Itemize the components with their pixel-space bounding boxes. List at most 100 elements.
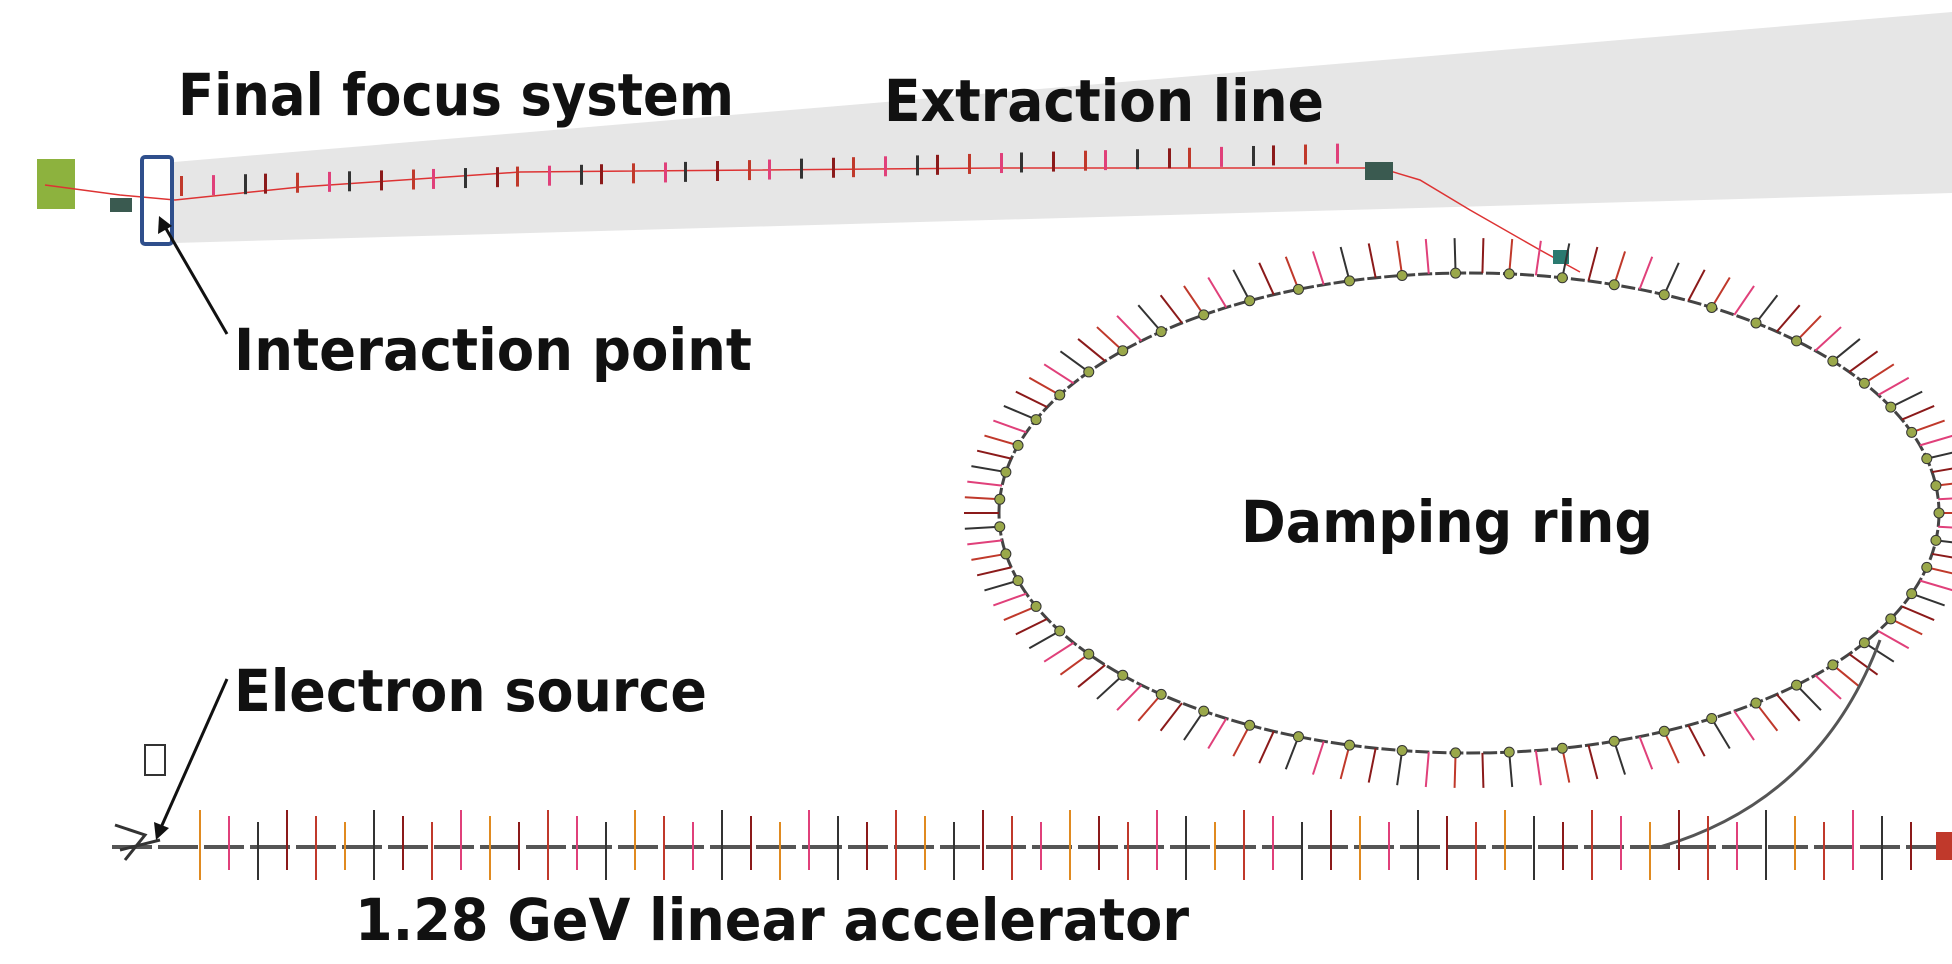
magnet-label <box>1003 405 1037 421</box>
beamline-magnets <box>180 143 1339 196</box>
arrow <box>159 219 229 335</box>
magnet <box>1858 637 1870 649</box>
magnet-label <box>1733 285 1755 316</box>
magnet-label <box>964 496 1000 501</box>
magnet-label <box>993 592 1027 607</box>
magnet <box>1020 152 1023 173</box>
magnet-label <box>1396 750 1404 786</box>
magnet-label <box>1059 653 1090 676</box>
magnet <box>1396 745 1408 757</box>
magnet-label <box>1508 752 1514 788</box>
magnet-label <box>1890 617 1923 636</box>
label: 1.28 GeV linear accelerator <box>355 886 1189 954</box>
magnet-label <box>1367 243 1377 278</box>
magnet <box>632 163 635 184</box>
magnet-label <box>1710 276 1731 308</box>
magnet-label <box>1832 664 1861 688</box>
magnet-label <box>1367 748 1377 783</box>
magnet-label <box>1733 710 1755 741</box>
magnet <box>1000 466 1012 478</box>
label: Electron source <box>234 657 707 725</box>
magnet <box>1503 746 1515 758</box>
magnet <box>412 169 415 190</box>
magnet <box>1220 146 1223 167</box>
arrow <box>157 678 229 833</box>
magnet <box>1244 719 1256 731</box>
magnet-label <box>1938 497 1952 501</box>
magnet-label <box>984 434 1019 447</box>
magnet-label <box>1848 350 1879 373</box>
magnet-label <box>1116 315 1143 342</box>
magnet <box>1304 144 1307 165</box>
linac-end <box>1936 832 1952 860</box>
magnet-label <box>1795 315 1822 342</box>
magnet <box>1030 600 1042 612</box>
magnet-label <box>1710 718 1731 750</box>
magnet <box>1054 389 1066 401</box>
magnet <box>1000 548 1012 560</box>
label: Extraction line <box>884 67 1324 135</box>
magnet-label <box>964 525 1000 530</box>
magnet-label <box>1508 238 1514 274</box>
magnet <box>464 168 467 189</box>
magnet <box>1933 507 1945 519</box>
magnet <box>1030 414 1042 426</box>
magnet-label <box>971 552 1007 561</box>
magnet <box>212 175 215 196</box>
magnet <box>1658 289 1670 301</box>
magnet-label <box>1587 246 1599 282</box>
ip-box <box>140 155 174 246</box>
magnet <box>1198 705 1210 717</box>
magnet-label <box>1776 304 1801 333</box>
magnet-label <box>1687 724 1706 757</box>
magnet-label <box>1284 736 1300 770</box>
magnet <box>1885 613 1897 625</box>
magnet-label <box>1832 338 1861 362</box>
magnet-label <box>1863 641 1895 663</box>
magnet <box>1083 648 1095 660</box>
magnet <box>1930 480 1942 492</box>
magnet <box>1791 335 1803 347</box>
magnet-label <box>1755 294 1779 324</box>
magnet <box>1396 269 1408 281</box>
magnet-label <box>1901 405 1935 421</box>
magnet <box>264 173 267 194</box>
magnet-label <box>1931 552 1952 559</box>
magnet <box>1450 267 1462 279</box>
magnet <box>1344 275 1356 287</box>
magnet-label <box>1795 684 1822 711</box>
magnet <box>800 158 803 179</box>
magnet <box>664 162 667 183</box>
magnet-label <box>1284 256 1300 290</box>
magnet-label <box>1931 467 1952 474</box>
magnet <box>1168 148 1171 169</box>
magnet <box>516 166 519 187</box>
magnet <box>1556 272 1568 284</box>
magnet <box>1272 145 1275 166</box>
magnet <box>1084 150 1087 171</box>
magnet <box>884 156 887 177</box>
magnet-label <box>1003 605 1037 621</box>
magnet <box>994 521 1006 533</box>
injection-line <box>1659 639 1882 849</box>
magnet-label <box>1159 702 1183 732</box>
magnet-label <box>1863 363 1895 385</box>
magnet <box>1450 747 1462 759</box>
magnet-label <box>1938 525 1952 529</box>
magnet <box>1750 317 1762 329</box>
arrow-head <box>158 216 172 234</box>
magnet-label <box>1613 740 1627 775</box>
highlight-wedge <box>174 12 1952 243</box>
magnet-label <box>1755 702 1779 732</box>
magnet-label <box>1096 326 1124 352</box>
magnet <box>1188 147 1191 168</box>
magnet <box>1706 713 1718 725</box>
magnet-label <box>1339 744 1351 780</box>
magnet-label <box>1663 262 1680 296</box>
magnet-label <box>1028 630 1061 650</box>
magnet <box>1706 301 1718 313</box>
bend-magnet <box>1365 162 1393 180</box>
magnet-label <box>984 579 1019 592</box>
magnet <box>180 176 183 196</box>
magnet-label <box>1848 653 1879 676</box>
